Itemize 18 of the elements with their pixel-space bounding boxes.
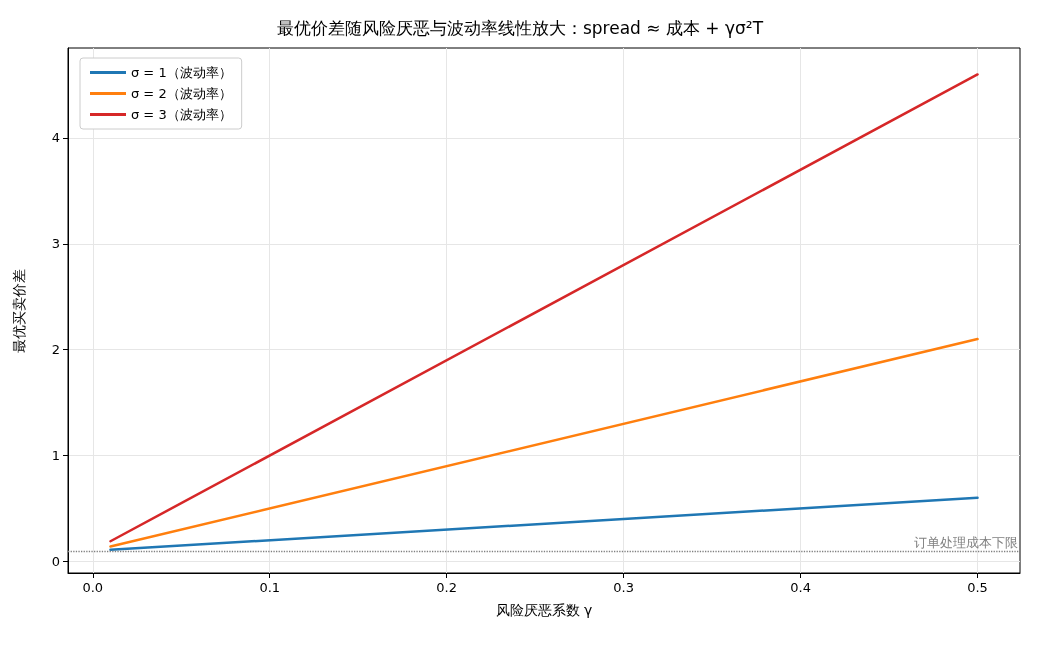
y-tick-label: 0	[51, 553, 60, 569]
y-tick-label: 4	[51, 130, 60, 146]
y-axis-title: 最优买卖价差	[11, 268, 27, 353]
x-tick-label: 0.5	[967, 580, 988, 595]
x-tick-label: 0.1	[259, 580, 281, 595]
x-tick-label: 0.0	[82, 580, 104, 595]
legend-label: σ = 1（波动率）	[131, 65, 232, 80]
y-tick-label: 2	[51, 342, 60, 358]
chart-title: 最优价差随风险厌恶与波动率线性放大：spread ≈ 成本 + γσ²T	[276, 17, 764, 38]
y-tick-label: 3	[51, 236, 60, 252]
y-tick-label: 1	[51, 448, 60, 464]
ref-line-label: 订单处理成本下限	[914, 534, 1018, 550]
x-tick-label: 0.4	[790, 580, 811, 595]
x-axis-title: 风险厌恶系数 γ	[495, 602, 593, 618]
legend-label: σ = 3（波动率）	[131, 107, 232, 122]
x-tick-label: 0.2	[436, 580, 458, 595]
x-tick-label: 0.3	[613, 580, 634, 595]
legend-label: σ = 2（波动率）	[131, 86, 232, 101]
